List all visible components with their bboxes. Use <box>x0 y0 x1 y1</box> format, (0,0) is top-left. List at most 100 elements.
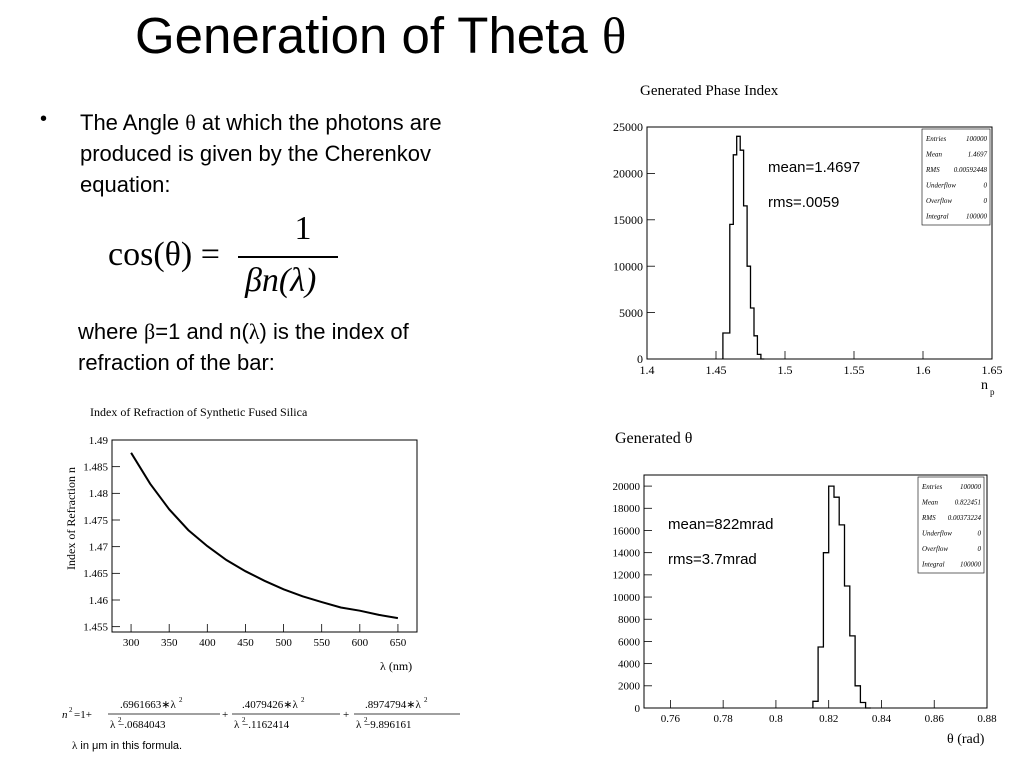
bullet-text-post: at which the photons are produced is giv… <box>80 110 442 197</box>
theta-hist-y-tick-label: 2000 <box>618 681 641 693</box>
sellmeier-plus-1: + <box>222 709 228 721</box>
where-mid: =1 and n( <box>155 319 249 344</box>
theta-hist-frame <box>643 474 988 709</box>
theta-hist-x-ticks: 0.76 0.78 0.8 0.82 0.84 0.86 0.88 <box>661 700 997 725</box>
phase-hist-bars <box>722 135 765 360</box>
theta-hist-stat-label: Mean <box>921 499 938 507</box>
sellmeier-term1-num-exp: 2 <box>179 696 183 704</box>
sellmeier-term3-den: λ −9.896161 <box>356 719 412 731</box>
where-pre: where <box>78 319 145 344</box>
sellmeier-term3-num-exp: 2 <box>424 696 428 704</box>
formula-fraction-bar <box>238 256 338 258</box>
phase-hist-stat-value: 0 <box>984 197 988 205</box>
phase-hist-y-tick-label: 15000 <box>613 213 643 227</box>
refraction-chart-title: Index of Refraction of Synthetic Fused S… <box>90 405 308 419</box>
theta-hist-rms: rms=3.7mrad <box>668 551 757 568</box>
theta-hist-x-tick-label: 0.76 <box>661 713 681 725</box>
theta-hist-x-tick-label: 0.88 <box>977 713 997 725</box>
refraction-chart-ylabel: Index of Refraction n <box>64 467 78 570</box>
theta-hist-y-tick-label: 8000 <box>618 614 641 626</box>
theta-hist-y-tick-label: 4000 <box>618 658 641 670</box>
phase-hist-y-tick-label: 25000 <box>613 120 643 134</box>
sellmeier-term1-den: λ −.0684043 <box>110 719 166 731</box>
refraction-chart-frame <box>111 439 418 633</box>
refraction-index-chart: Index of Refraction of Synthetic Fused S… <box>64 405 418 673</box>
theta-hist-x-tick-label: 0.8 <box>769 713 783 725</box>
theta-hist-stat-label: Integral <box>921 561 945 569</box>
phase-hist-stats-frame <box>921 128 991 226</box>
refraction-chart-x-tick-label: 600 <box>352 637 369 649</box>
phase-hist-y-tick-label: 5000 <box>619 306 643 320</box>
sellmeier-term1-num: .6961663∗λ <box>120 699 176 711</box>
theta-hist-stat-label: RMS <box>921 514 936 522</box>
theta-hist-xlabel: θ (rad) <box>947 732 985 747</box>
phase-hist-stat-value: 0.00592448 <box>954 166 988 174</box>
theta-hist-y-tick-label: 0 <box>635 703 641 715</box>
theta-histogram: Generated θ 0.76 0.78 0.8 0.82 0.84 0.86 0.88 … <box>613 430 998 747</box>
sellmeier-term1-den-exp: 2 <box>118 716 122 724</box>
slide-title: Generation of Theta θ <box>135 4 626 69</box>
refraction-chart-y-tick-label: 1.455 <box>83 622 108 634</box>
bullet-paragraph: The Angle θ at which the photons are pro… <box>80 107 480 200</box>
sellmeier-eq-one: =1+ <box>74 709 92 721</box>
theta-hist-x-tick-label: 0.78 <box>714 713 734 725</box>
phase-index-histogram: Generated Phase Index 1.4 1.45 1.5 1.55 1.6 1… <box>613 83 1003 397</box>
phase-hist-x-ticks: 1.4 1.45 1.5 1.55 1.6 1.65 <box>640 351 1003 377</box>
formula-numerator: 1 <box>294 210 312 247</box>
refraction-chart-x-tick-label: 500 <box>275 637 292 649</box>
phase-hist-title: Generated Phase Index <box>640 83 779 99</box>
phase-hist-stat-value: 0 <box>984 182 988 190</box>
note-text: in μm in this formula. <box>77 740 183 752</box>
bullet-dot: • <box>40 108 48 130</box>
refraction-chart-y-tick-label: 1.475 <box>83 515 108 527</box>
phase-hist-stats-box: Entries 100000 Mean 1.4697 RMS 0.00592448 Unde… <box>921 128 991 226</box>
theta-hist-stat-value: 0 <box>978 545 982 553</box>
phase-hist-xlabel-sub: p <box>990 387 995 397</box>
theta-hist-stat-value: 0 <box>978 530 982 538</box>
formula-lhs: cos(θ) = <box>108 236 220 273</box>
formula-denominator: βn(λ) <box>245 262 317 299</box>
theta-hist-title: Generated θ <box>615 430 692 447</box>
refraction-curve <box>130 452 399 620</box>
refraction-chart-y-tick-label: 1.47 <box>89 542 109 554</box>
phase-hist-x-tick-label: 1.4 <box>640 363 655 377</box>
phase-hist-y-ticks: 0 5000 10000 15000 20000 25000 <box>613 120 655 366</box>
refraction-chart-x-tick-label: 400 <box>199 637 216 649</box>
phase-hist-stat-value: 1.4697 <box>968 151 988 159</box>
phase-hist-stat-value: 100000 <box>966 213 988 221</box>
theta-hist-x-tick-label: 0.86 <box>925 713 945 725</box>
theta-hist-stat-value: 0.00373224 <box>948 514 982 522</box>
theta-hist-y-tick-label: 14000 <box>613 548 641 560</box>
refraction-chart-x-tick-label: 350 <box>161 637 178 649</box>
theta-hist-x-tick-label: 0.84 <box>872 713 892 725</box>
sellmeier-term2-den: λ −.1162414 <box>234 719 290 731</box>
theta-hist-y-tick-label: 12000 <box>613 570 641 582</box>
theta-hist-stat-value: 0.822451 <box>955 499 981 507</box>
sellmeier-term3-num: .8974794∗λ <box>365 699 421 711</box>
theta-hist-bars <box>812 485 871 709</box>
phase-hist-stat-label: Underflow <box>926 182 956 190</box>
phase-hist-stat-label: Entries <box>925 135 946 143</box>
where-post: ) is the index of refraction of the bar: <box>78 319 409 375</box>
theta-hist-y-ticks: 0 2000 4000 6000 8000 10000 12000 14000 16000 180… <box>613 481 652 715</box>
where-beta-symbol: β <box>144 319 156 344</box>
sellmeier-formula: n 2 =1+ .6961663∗λ 2 λ −.0684043 2 + .40… <box>62 696 460 731</box>
theta-hist-y-tick-label: 18000 <box>613 503 641 515</box>
phase-hist-x-tick-label: 1.55 <box>844 363 865 377</box>
theta-hist-stat-value: 100000 <box>960 483 982 491</box>
theta-hist-stats-frame <box>917 476 985 574</box>
bullet-text-pre: The Angle <box>80 110 186 135</box>
where-lambda-symbol: λ <box>248 319 260 344</box>
note-lambda-symbol: λ <box>72 740 78 752</box>
phase-hist-rms: rms=.0059 <box>768 194 839 211</box>
refraction-chart-y-tick-label: 1.465 <box>83 568 108 580</box>
refraction-chart-y-tick-label: 1.485 <box>83 462 108 474</box>
phase-hist-y-tick-label: 10000 <box>613 259 643 273</box>
theta-hist-y-tick-label: 16000 <box>613 525 641 537</box>
phase-hist-y-tick-label: 0 <box>637 352 643 366</box>
refraction-chart-y-tick-label: 1.48 <box>89 488 109 500</box>
slide-title-theta-symbol: θ <box>601 9 627 65</box>
refraction-chart-y-tick-label: 1.46 <box>89 595 109 607</box>
theta-hist-stat-label: Underflow <box>922 530 952 538</box>
refraction-chart-x-ticks: 300 350 400 450 500 550 600 650 <box>123 624 407 649</box>
